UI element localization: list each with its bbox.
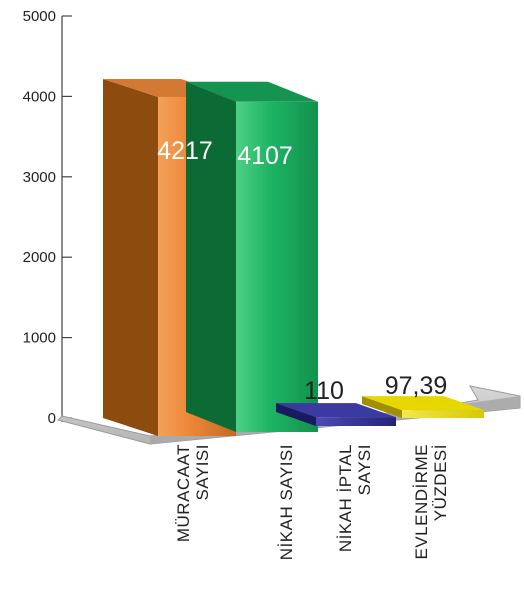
data-labels: 4217 4107 110 97,39 (157, 137, 447, 405)
data-label: 4107 (237, 142, 293, 170)
y-tick-label: 1000 (23, 330, 56, 347)
data-label: 97,39 (385, 372, 448, 400)
category-label: NİKAH SAYISI (277, 444, 296, 560)
bar-top-2 (276, 403, 396, 418)
y-axis: 0 1000 2000 3000 4000 5000 (23, 8, 72, 427)
data-label: 4217 (157, 137, 213, 165)
bar-top-1 (186, 81, 318, 102)
bar-side-2 (276, 403, 316, 426)
y-tick-label: 3000 (23, 169, 56, 186)
bar-top-3 (362, 396, 484, 411)
bars (103, 78, 484, 437)
y-tick-label: 0 (48, 410, 56, 427)
data-label: 110 (304, 377, 344, 405)
y-tick-label: 4000 (23, 88, 56, 105)
category-labels: MÜRACAAT SAYISI NİKAH SAYISI NİKAH İPTAL SAY… (174, 444, 450, 560)
bar-2 (316, 417, 396, 426)
category-label: SAYISI (193, 444, 212, 501)
category-label: EVLENDİRME (412, 444, 431, 560)
category-label: YÜZDESİ (431, 444, 450, 521)
category-label: NİKAH İPTAL (336, 444, 355, 552)
category-label: SAYSI (355, 444, 374, 495)
y-tick-label: 2000 (23, 249, 56, 266)
bar-side-1 (186, 81, 236, 432)
bar-side-3 (362, 396, 402, 418)
bar-3 (402, 410, 484, 418)
category-label: MÜRACAAT (174, 444, 193, 542)
y-tick-label: 5000 (23, 8, 56, 25)
bar-side-0 (103, 78, 158, 437)
bar-1 (236, 101, 318, 432)
